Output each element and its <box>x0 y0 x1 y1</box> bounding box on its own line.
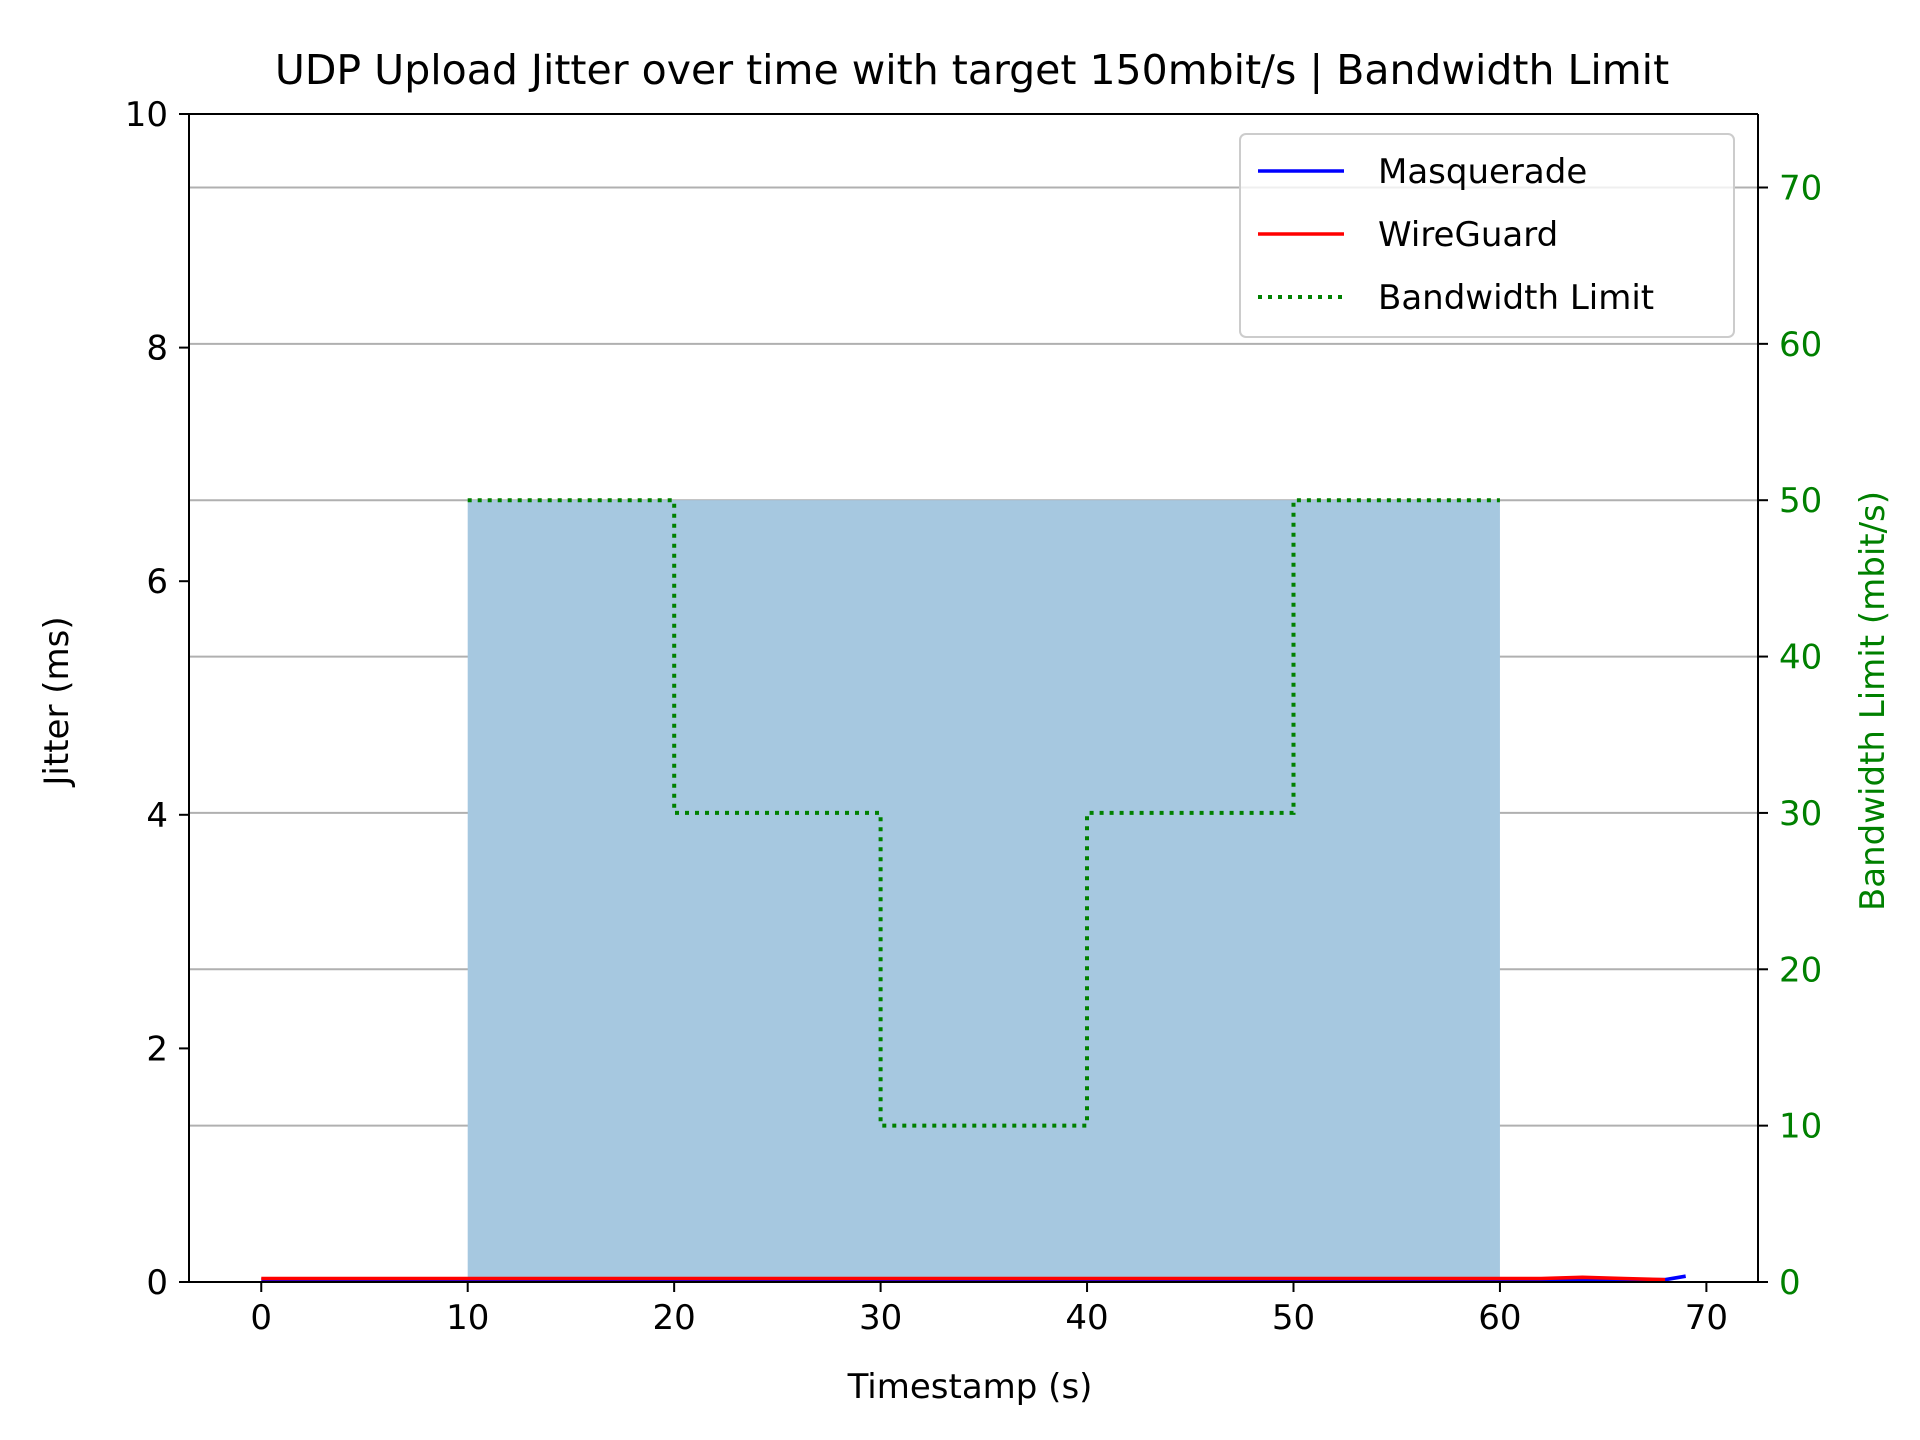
fill-region <box>467 500 1500 1282</box>
y-tick-label-3: 6 <box>146 562 168 602</box>
axes: 0 10 20 30 40 50 60 70 0 2 4 6 8 10 0 10 20 30 40 50 60 70 <box>125 95 1823 1338</box>
chart-title: UDP Upload Jitter over time with target … <box>275 46 1669 94</box>
y2-tick-label-5: 50 <box>1779 481 1822 521</box>
y-axis-label: Jitter (ms) <box>37 616 77 787</box>
x-tick-label-1: 10 <box>446 1298 489 1338</box>
y2-tick-label-6: 60 <box>1779 325 1822 365</box>
legend: Masquerade WireGuard Bandwidth Limit <box>1239 133 1735 338</box>
x-axis-label: Timestamp (s) <box>847 1367 1093 1407</box>
y-tick-label-2: 4 <box>146 796 168 836</box>
x-tick-label-6: 60 <box>1478 1298 1521 1338</box>
y2-tick-label-4: 40 <box>1779 638 1822 678</box>
x-tick-label-7: 70 <box>1685 1298 1728 1338</box>
y2-tick-label-2: 20 <box>1779 950 1822 990</box>
x-tick-label-2: 20 <box>653 1298 696 1338</box>
legend-box <box>1239 133 1735 338</box>
x-tick-label-4: 40 <box>1065 1298 1108 1338</box>
legend-label-masquerade: Masquerade <box>1378 152 1587 192</box>
y-tick-label-5: 10 <box>125 95 168 135</box>
series-line-bandwidth-limit <box>467 498 1500 1128</box>
legend-label-bandwidth-limit: Bandwidth Limit <box>1378 278 1654 318</box>
y2-tick-label-0: 0 <box>1779 1263 1801 1303</box>
series-line-wireguard <box>261 1275 1666 1282</box>
y-tick-label-0: 0 <box>146 1263 168 1303</box>
y2-tick-label-7: 70 <box>1779 168 1822 208</box>
y2-tick-label-3: 30 <box>1779 794 1822 834</box>
y-tick-label-1: 2 <box>146 1029 168 1069</box>
y-tick-label-4: 8 <box>146 329 168 369</box>
bandwidth-fill <box>467 500 1500 1282</box>
legend-label-wireguard: WireGuard <box>1378 215 1558 255</box>
x-tick-label-5: 50 <box>1272 1298 1315 1338</box>
x-tick-label-0: 0 <box>250 1298 272 1338</box>
series-layer <box>261 498 1687 1282</box>
y2-axis-label: Bandwidth Limit (mbit/s) <box>1853 491 1893 911</box>
y2-tick-label-1: 10 <box>1779 1107 1822 1147</box>
x-tick-label-3: 30 <box>859 1298 902 1338</box>
